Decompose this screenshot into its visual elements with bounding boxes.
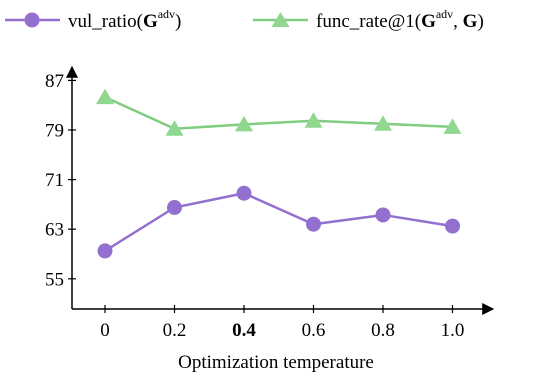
x-axis-title: Optimization temperature [178,352,374,373]
y-tick-label-3: 79 [45,121,64,142]
legend-label-series-1: vul_ratio(Gadv) [68,7,181,32]
y-tick-label-0: 55 [45,269,64,290]
data-point-series-1-2 [236,185,252,201]
x-tick-label-3: 0.6 [302,320,326,341]
legend-item-series-2: func_rate@1(Gadv, G) [253,7,484,32]
legend-swatch-marker-series-1 [24,12,40,28]
y-tick-label-2: 71 [45,170,64,191]
series-line-2 [104,96,453,131]
legend-label-series-2: func_rate@1(Gadv, G) [316,7,484,32]
y-ticks: 55 63 71 79 87 [45,71,76,290]
series-layer [96,88,462,259]
data-point-series-1-0 [97,243,113,259]
data-point-series-2-5 [443,118,462,134]
x-ticks: 0 0.2 0.4 0.6 0.8 1.0 [100,305,464,341]
x-tick-label-2: 0.4 [232,320,256,341]
data-point-series-2-4 [374,115,392,131]
data-point-series-1-3 [306,216,321,232]
data-point-series-2-3 [304,112,323,128]
data-point-series-1-4 [375,207,391,223]
x-tick-label-5: 1.0 [441,320,465,341]
data-point-series-1-1 [167,200,182,215]
legend-item-series-1: vul_ratio(Gadv) [5,7,181,32]
data-point-series-1-5 [445,218,460,234]
y-tick-label-1: 63 [45,220,64,241]
data-point-series-2-2 [235,115,253,132]
y-tick-label-4: 87 [45,71,64,92]
legend: vul_ratio(Gadv) func_rate@1(Gadv, G) [5,7,484,32]
x-tick-label-4: 0.8 [371,320,395,341]
series-line-1 [104,191,453,252]
x-tick-label-0: 0 [100,320,110,341]
legend-swatch-marker-series-2 [271,12,290,27]
x-tick-label-1: 0.2 [163,320,187,341]
data-point-series-2-0 [96,88,114,105]
data-point-series-2-1 [165,120,184,136]
